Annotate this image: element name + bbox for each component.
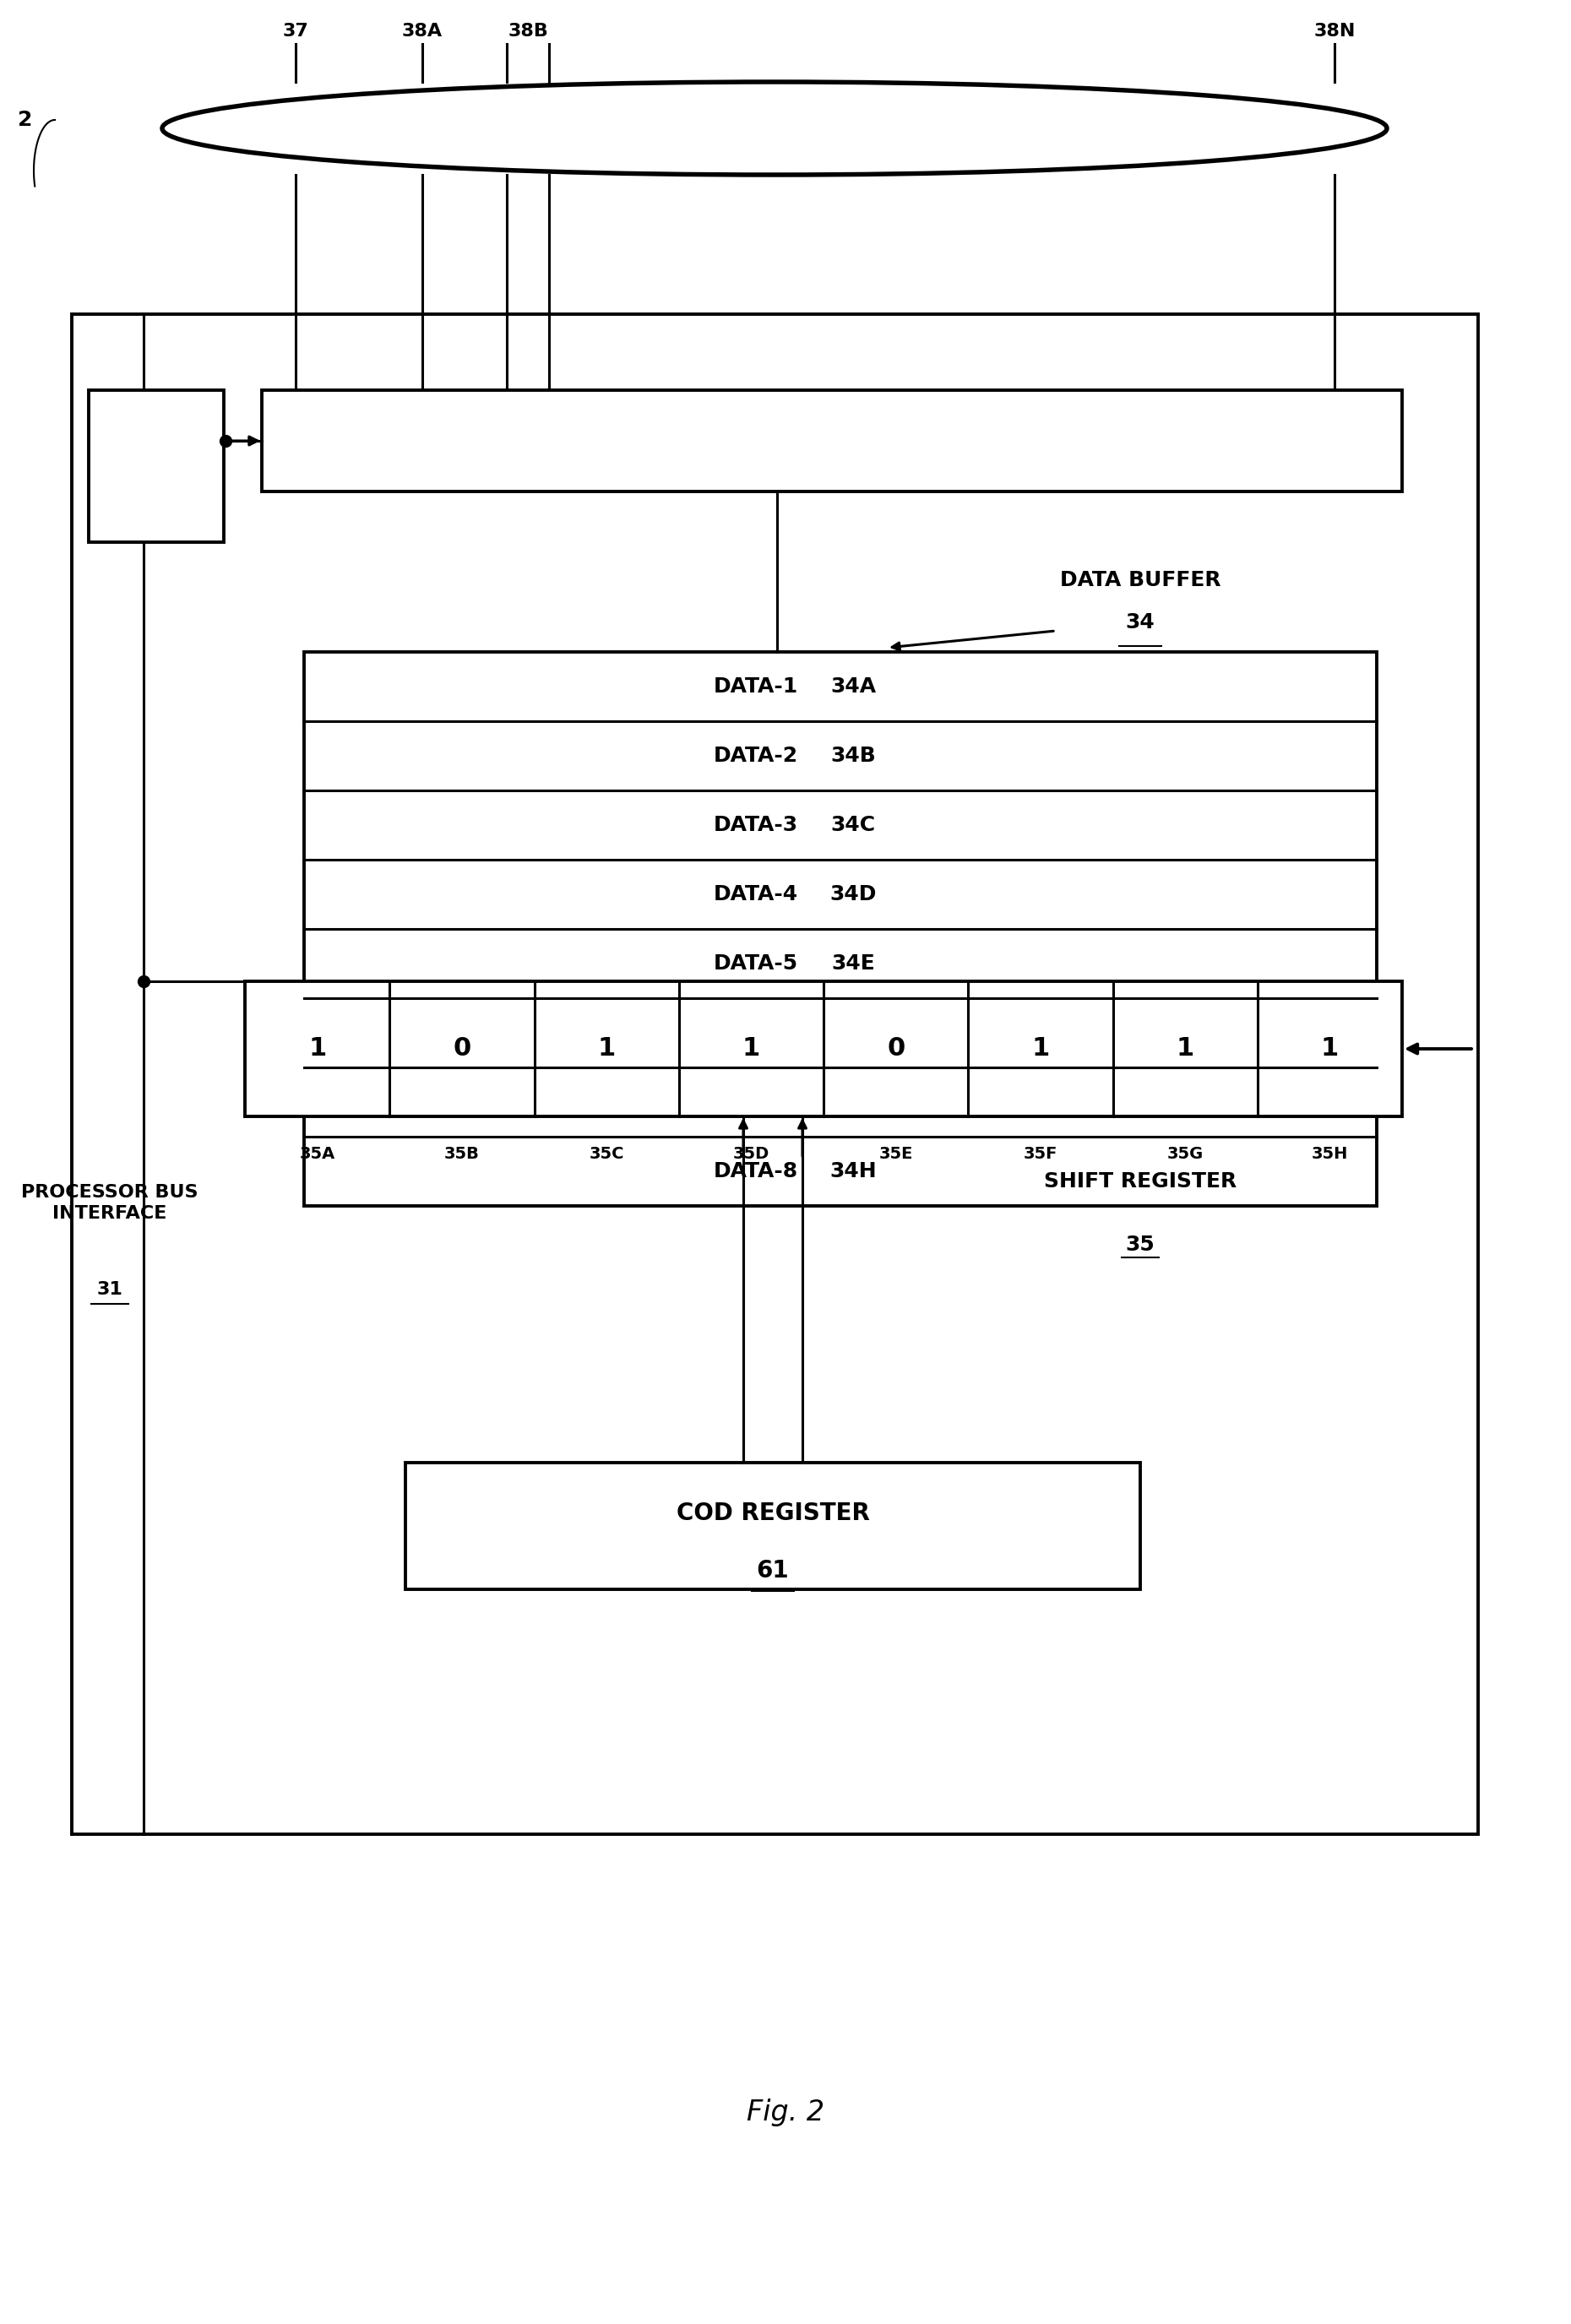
Text: 31: 31 xyxy=(97,1281,123,1299)
Bar xyxy=(262,390,1401,490)
Text: 38N: 38N xyxy=(1313,23,1356,40)
Text: Fig. 2: Fig. 2 xyxy=(746,2099,825,2126)
Text: COD REGISTER: COD REGISTER xyxy=(676,1501,869,1525)
Bar xyxy=(245,981,1401,1116)
Text: 2: 2 xyxy=(17,109,33,130)
Text: DATA-1: DATA-1 xyxy=(713,676,798,697)
Text: 34E: 34E xyxy=(831,953,875,974)
Text: 1: 1 xyxy=(1032,1037,1049,1062)
Bar xyxy=(88,390,223,541)
Text: 35F: 35F xyxy=(1023,1146,1057,1162)
Text: 1: 1 xyxy=(1177,1037,1194,1062)
Bar xyxy=(305,653,1376,1206)
Text: 1: 1 xyxy=(597,1037,616,1062)
Text: 35: 35 xyxy=(1125,1234,1155,1255)
Text: 38B: 38B xyxy=(507,23,548,40)
Text: 1: 1 xyxy=(1321,1037,1338,1062)
Text: DATA BUFFER: DATA BUFFER xyxy=(1060,569,1221,590)
Bar xyxy=(72,314,1478,1834)
Text: 37: 37 xyxy=(283,23,308,40)
Text: 0: 0 xyxy=(452,1037,471,1062)
Text: 34A: 34A xyxy=(829,676,877,697)
Text: 34: 34 xyxy=(1125,611,1155,632)
Text: PROCESSOR BUS I/O: PROCESSOR BUS I/O xyxy=(652,430,919,453)
Text: 34B: 34B xyxy=(831,746,875,767)
Text: 32: 32 xyxy=(1056,430,1089,453)
Text: 35H: 35H xyxy=(1312,1146,1348,1162)
Text: 35E: 35E xyxy=(878,1146,913,1162)
Ellipse shape xyxy=(162,81,1387,174)
Text: DATA-4: DATA-4 xyxy=(713,883,798,904)
Bar xyxy=(405,1462,1141,1590)
Text: 35D: 35D xyxy=(734,1146,770,1162)
Text: DATA-8: DATA-8 xyxy=(713,1162,798,1181)
Text: 1: 1 xyxy=(742,1037,760,1062)
Text: 35G: 35G xyxy=(1167,1146,1203,1162)
Text: 35A: 35A xyxy=(300,1146,335,1162)
Text: BUS
RDY: BUS RDY xyxy=(135,432,178,469)
Text: PROCESSOR BUS
INTERFACE: PROCESSOR BUS INTERFACE xyxy=(22,1183,198,1222)
Text: 0: 0 xyxy=(888,1037,905,1062)
Text: DATA-6: DATA-6 xyxy=(713,1023,798,1043)
Text: 34D: 34D xyxy=(829,883,877,904)
Text: 34C: 34C xyxy=(831,816,875,834)
Text: 34F: 34F xyxy=(831,1023,875,1043)
Text: 35B: 35B xyxy=(445,1146,479,1162)
Text: 38A: 38A xyxy=(402,23,443,40)
Text: DATA-7: DATA-7 xyxy=(713,1092,798,1113)
Text: SHIFT REGISTER: SHIFT REGISTER xyxy=(1043,1171,1236,1192)
Text: 35C: 35C xyxy=(589,1146,624,1162)
Text: 34H: 34H xyxy=(829,1162,877,1181)
Text: 34G: 34G xyxy=(829,1092,877,1113)
Text: 33: 33 xyxy=(143,509,170,528)
Text: DATA-5: DATA-5 xyxy=(713,953,798,974)
Text: DATA-3: DATA-3 xyxy=(713,816,798,834)
Text: 1: 1 xyxy=(308,1037,327,1062)
Text: 61: 61 xyxy=(757,1559,789,1583)
Text: DATA-2: DATA-2 xyxy=(713,746,798,767)
